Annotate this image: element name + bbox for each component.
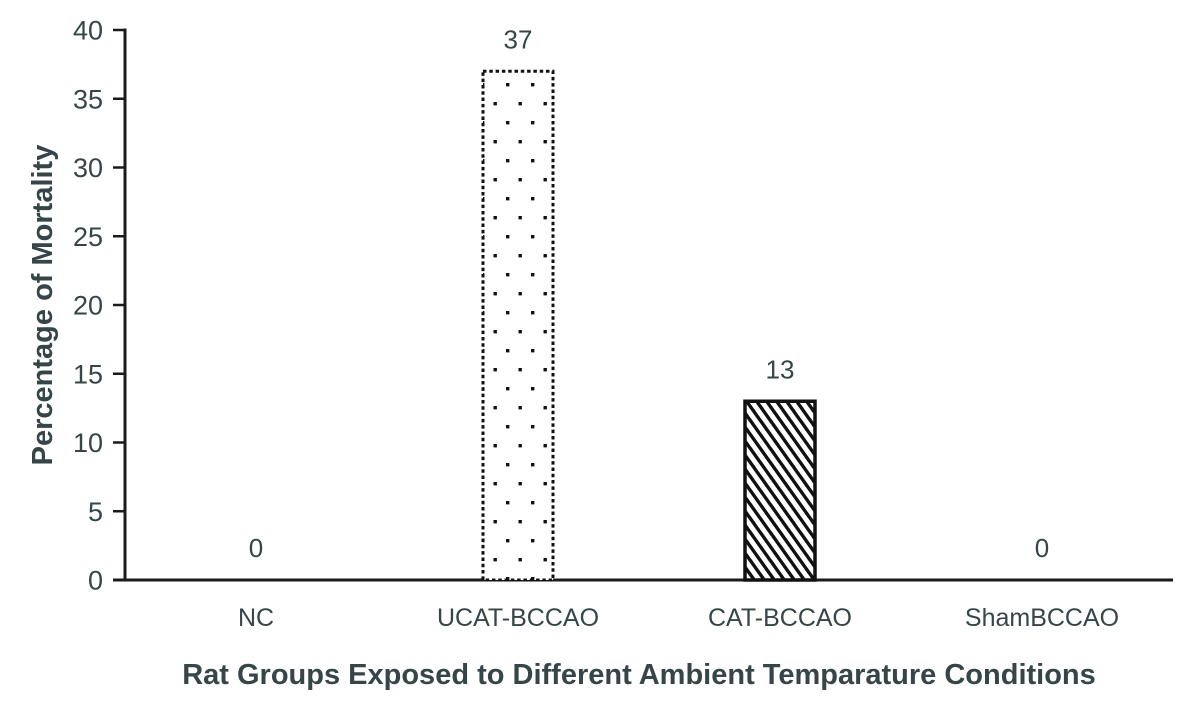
bar-ucat-bccao bbox=[481, 69, 555, 582]
value-label: 13 bbox=[766, 354, 795, 384]
y-tick-label: 0 bbox=[88, 566, 103, 596]
y-tick-label: 40 bbox=[73, 16, 103, 46]
labels-layer: 0 NC 37 UCAT-BCCAO 13 CAT-BCCAO 0 ShamBCCAO bbox=[238, 24, 1119, 632]
value-label: 0 bbox=[249, 533, 263, 563]
x-category-label: ShamBCCAO bbox=[965, 604, 1119, 632]
value-label: 0 bbox=[1035, 533, 1049, 563]
y-axis-title: Percentage of Mortality bbox=[27, 145, 59, 466]
bar-cat-bccao bbox=[743, 399, 817, 582]
x-category-label: UCAT-BCCAO bbox=[437, 604, 599, 632]
y-axis-ticks: 0 5 10 15 20 25 30 35 40 bbox=[73, 16, 125, 596]
y-tick-label: 15 bbox=[73, 359, 103, 389]
x-category-label: NC bbox=[238, 604, 274, 632]
value-label: 37 bbox=[504, 24, 533, 54]
y-tick-label: 35 bbox=[73, 84, 103, 114]
y-tick-label: 30 bbox=[73, 153, 103, 183]
y-tick-label: 20 bbox=[73, 291, 103, 321]
y-tick-label: 25 bbox=[73, 222, 103, 252]
y-tick-label: 5 bbox=[88, 497, 103, 527]
bars-layer bbox=[481, 69, 817, 582]
x-category-label: CAT-BCCAO bbox=[708, 604, 852, 632]
y-tick-label: 10 bbox=[73, 428, 103, 458]
x-axis-title: Rat Groups Exposed to Different Ambient … bbox=[182, 659, 1096, 691]
